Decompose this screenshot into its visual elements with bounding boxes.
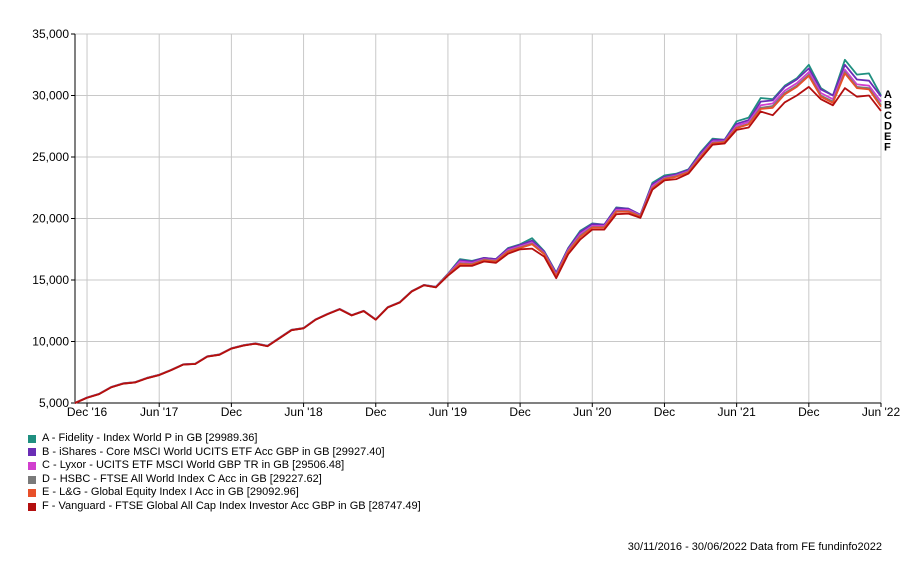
legend-item: A - Fidelity - Index World P in GB [2998…: [28, 432, 421, 446]
legend-item: B - iShares - Core MSCI World UCITS ETF …: [28, 446, 421, 460]
series-line-b: [74, 63, 882, 404]
chart-footer: 30/11/2016 - 30/06/2022 Data from FE fun…: [627, 541, 882, 553]
series-line-d: [74, 71, 882, 404]
line-chart: 5,000 10,000 15,000 20,000 25,000 30,000 35,00…: [32, 27, 901, 419]
series-end-label-b: B: [884, 100, 892, 112]
legend-swatch: [28, 434, 36, 443]
x-tick-label: Jun '22: [862, 405, 901, 419]
legend: A - Fidelity - Index World P in GB [2998…: [28, 432, 421, 514]
legend-swatch: [28, 448, 36, 457]
series-end-label-a: A: [884, 89, 892, 101]
legend-swatch: [28, 502, 36, 511]
x-tick-label: Dec '16: [67, 405, 108, 419]
legend-item: F - Vanguard - FTSE Global All Cap Index…: [28, 500, 421, 514]
series-line-c: [74, 68, 882, 404]
legend-swatch: [28, 489, 36, 498]
series-line-f: [74, 86, 882, 404]
x-tick-label: Dec: [365, 405, 386, 419]
x-tick-label: Dec: [798, 405, 819, 419]
legend-label: E - L&G - Global Equity Index I Acc in G…: [42, 486, 299, 499]
legend-label: C - Lyxor - UCITS ETF MSCI World GBP TR …: [42, 459, 345, 472]
legend-swatch: [28, 475, 36, 484]
legend-label: D - HSBC - FTSE All World Index C Acc in…: [42, 472, 322, 485]
x-tick-label: Dec: [509, 405, 530, 419]
y-tick-label: 35,000: [32, 27, 69, 41]
series-end-label-f: F: [884, 142, 891, 154]
series-end-label-e: E: [884, 131, 891, 143]
x-tick-label: Jun '21: [717, 405, 756, 419]
y-tick-label: 5,000: [39, 396, 69, 410]
x-tick-label: Jun '18: [284, 405, 323, 419]
legend-label: B - iShares - Core MSCI World UCITS ETF …: [42, 445, 385, 458]
x-tick-label: Jun '17: [140, 405, 179, 419]
x-tick-label: Jun '20: [573, 405, 612, 419]
y-tick-label: 20,000: [32, 212, 69, 226]
y-tick-label: 15,000: [32, 273, 69, 287]
y-tick-label: 25,000: [32, 150, 69, 164]
x-tick-label: Jun '19: [429, 405, 468, 419]
legend-label: A - Fidelity - Index World P in GB [2998…: [42, 432, 258, 444]
series-line-e: [74, 72, 882, 404]
x-tick-label: Dec: [221, 405, 242, 419]
legend-swatch: [28, 461, 36, 470]
legend-item: E - L&G - Global Equity Index I Acc in G…: [28, 486, 421, 500]
y-tick-label: 30,000: [32, 89, 69, 103]
series-end-label-d: D: [884, 121, 892, 133]
x-tick-label: Dec: [654, 405, 675, 419]
series-end-label-c: C: [884, 110, 892, 122]
legend-item: C - Lyxor - UCITS ETF MSCI World GBP TR …: [28, 459, 421, 473]
y-tick-label: 10,000: [32, 335, 69, 349]
legend-item: D - HSBC - FTSE All World Index C Acc in…: [28, 473, 421, 487]
legend-label: F - Vanguard - FTSE Global All Cap Index…: [42, 499, 421, 512]
